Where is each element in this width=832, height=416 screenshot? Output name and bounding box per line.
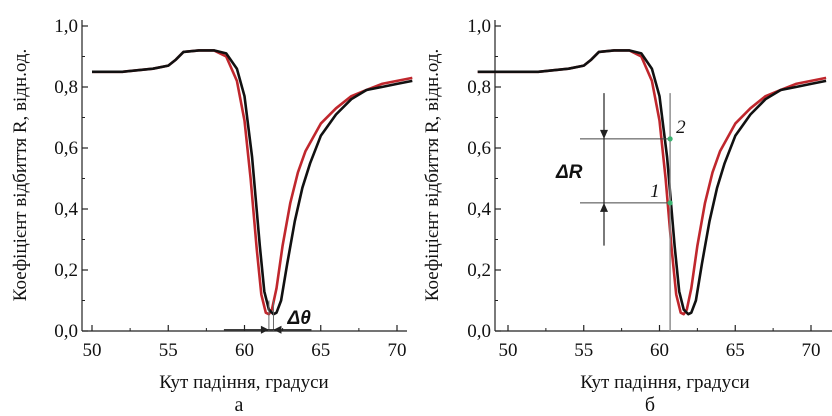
annotations-a: Δθ bbox=[223, 300, 312, 334]
x-tick-label: 65 bbox=[311, 340, 330, 361]
annotations-b: ΔR 1 2 bbox=[555, 93, 686, 331]
delta-theta-label: Δθ bbox=[286, 308, 311, 329]
y-tick-label: 0,8 bbox=[467, 77, 491, 98]
y-tick-label: 0,2 bbox=[54, 260, 78, 281]
delta-r-arrow-top bbox=[600, 129, 608, 139]
y-tick-label: 0,2 bbox=[467, 260, 491, 281]
x-tick-label: 55 bbox=[159, 340, 178, 361]
y-tick-label: 0,8 bbox=[54, 77, 78, 98]
panel-a: 0,0 0,2 0,4 0,6 0,8 1,0 50 55 60 65 70 Δθ Кут паді… bbox=[10, 16, 413, 416]
marker-point-2 bbox=[667, 136, 673, 142]
delta-theta-arrow-left bbox=[260, 325, 269, 334]
x-tick-label: 50 bbox=[499, 340, 518, 361]
marker-point-1 bbox=[667, 200, 673, 206]
point-label-2: 2 bbox=[676, 117, 686, 138]
axes-a bbox=[81, 20, 407, 332]
x-tick-label: 70 bbox=[388, 340, 407, 361]
x-tick-label: 60 bbox=[650, 340, 669, 361]
plot-area-a bbox=[82, 20, 407, 330]
y-tick-label: 0,4 bbox=[54, 199, 78, 220]
y-axis-label-b: Коефіцієнт відбиття R, відн.од. bbox=[422, 49, 443, 302]
x-axis-label-b: Кут падіння, градуси bbox=[580, 372, 749, 393]
axes-b bbox=[494, 20, 832, 332]
delta-r-label: ΔR bbox=[555, 162, 583, 183]
panel-label-b: б bbox=[645, 394, 655, 416]
delta-theta-arrow-right bbox=[273, 325, 282, 334]
panel-b: 0,0 0,2 0,4 0,6 0,8 1,0 50 55 60 65 70 ΔR 1 2 Кут па… bbox=[422, 16, 832, 416]
delta-r-arrow-bottom bbox=[600, 202, 608, 212]
x-tick-label: 70 bbox=[802, 340, 821, 361]
x-tick-label: 55 bbox=[574, 340, 593, 361]
y-tick-label: 0,0 bbox=[54, 321, 78, 342]
ticks-a: 0,0 0,2 0,4 0,6 0,8 1,0 50 55 60 65 70 bbox=[54, 16, 406, 361]
x-tick-label: 50 bbox=[83, 340, 102, 361]
x-axis-label-a: Кут падіння, градуси bbox=[159, 372, 328, 393]
y-tick-label: 0,4 bbox=[467, 199, 491, 220]
series-b bbox=[477, 49, 827, 316]
y-axis-label-a: Коефіцієнт відбиття R, відн.од. bbox=[10, 49, 31, 302]
series-line-2 bbox=[477, 49, 827, 316]
ticks-b: 0,0 0,2 0,4 0,6 0,8 1,0 50 55 60 65 70 bbox=[467, 16, 820, 361]
point-label-1: 1 bbox=[650, 181, 660, 202]
x-tick-label: 65 bbox=[726, 340, 745, 361]
x-tick-label: 60 bbox=[235, 340, 254, 361]
series-a bbox=[92, 49, 413, 316]
y-tick-label: 1,0 bbox=[54, 16, 78, 37]
panel-label-a: а bbox=[235, 394, 244, 416]
y-tick-label: 0,6 bbox=[467, 138, 491, 159]
y-tick-label: 1,0 bbox=[467, 16, 491, 37]
y-tick-label: 0,6 bbox=[54, 138, 78, 159]
y-tick-label: 0,0 bbox=[467, 321, 491, 342]
